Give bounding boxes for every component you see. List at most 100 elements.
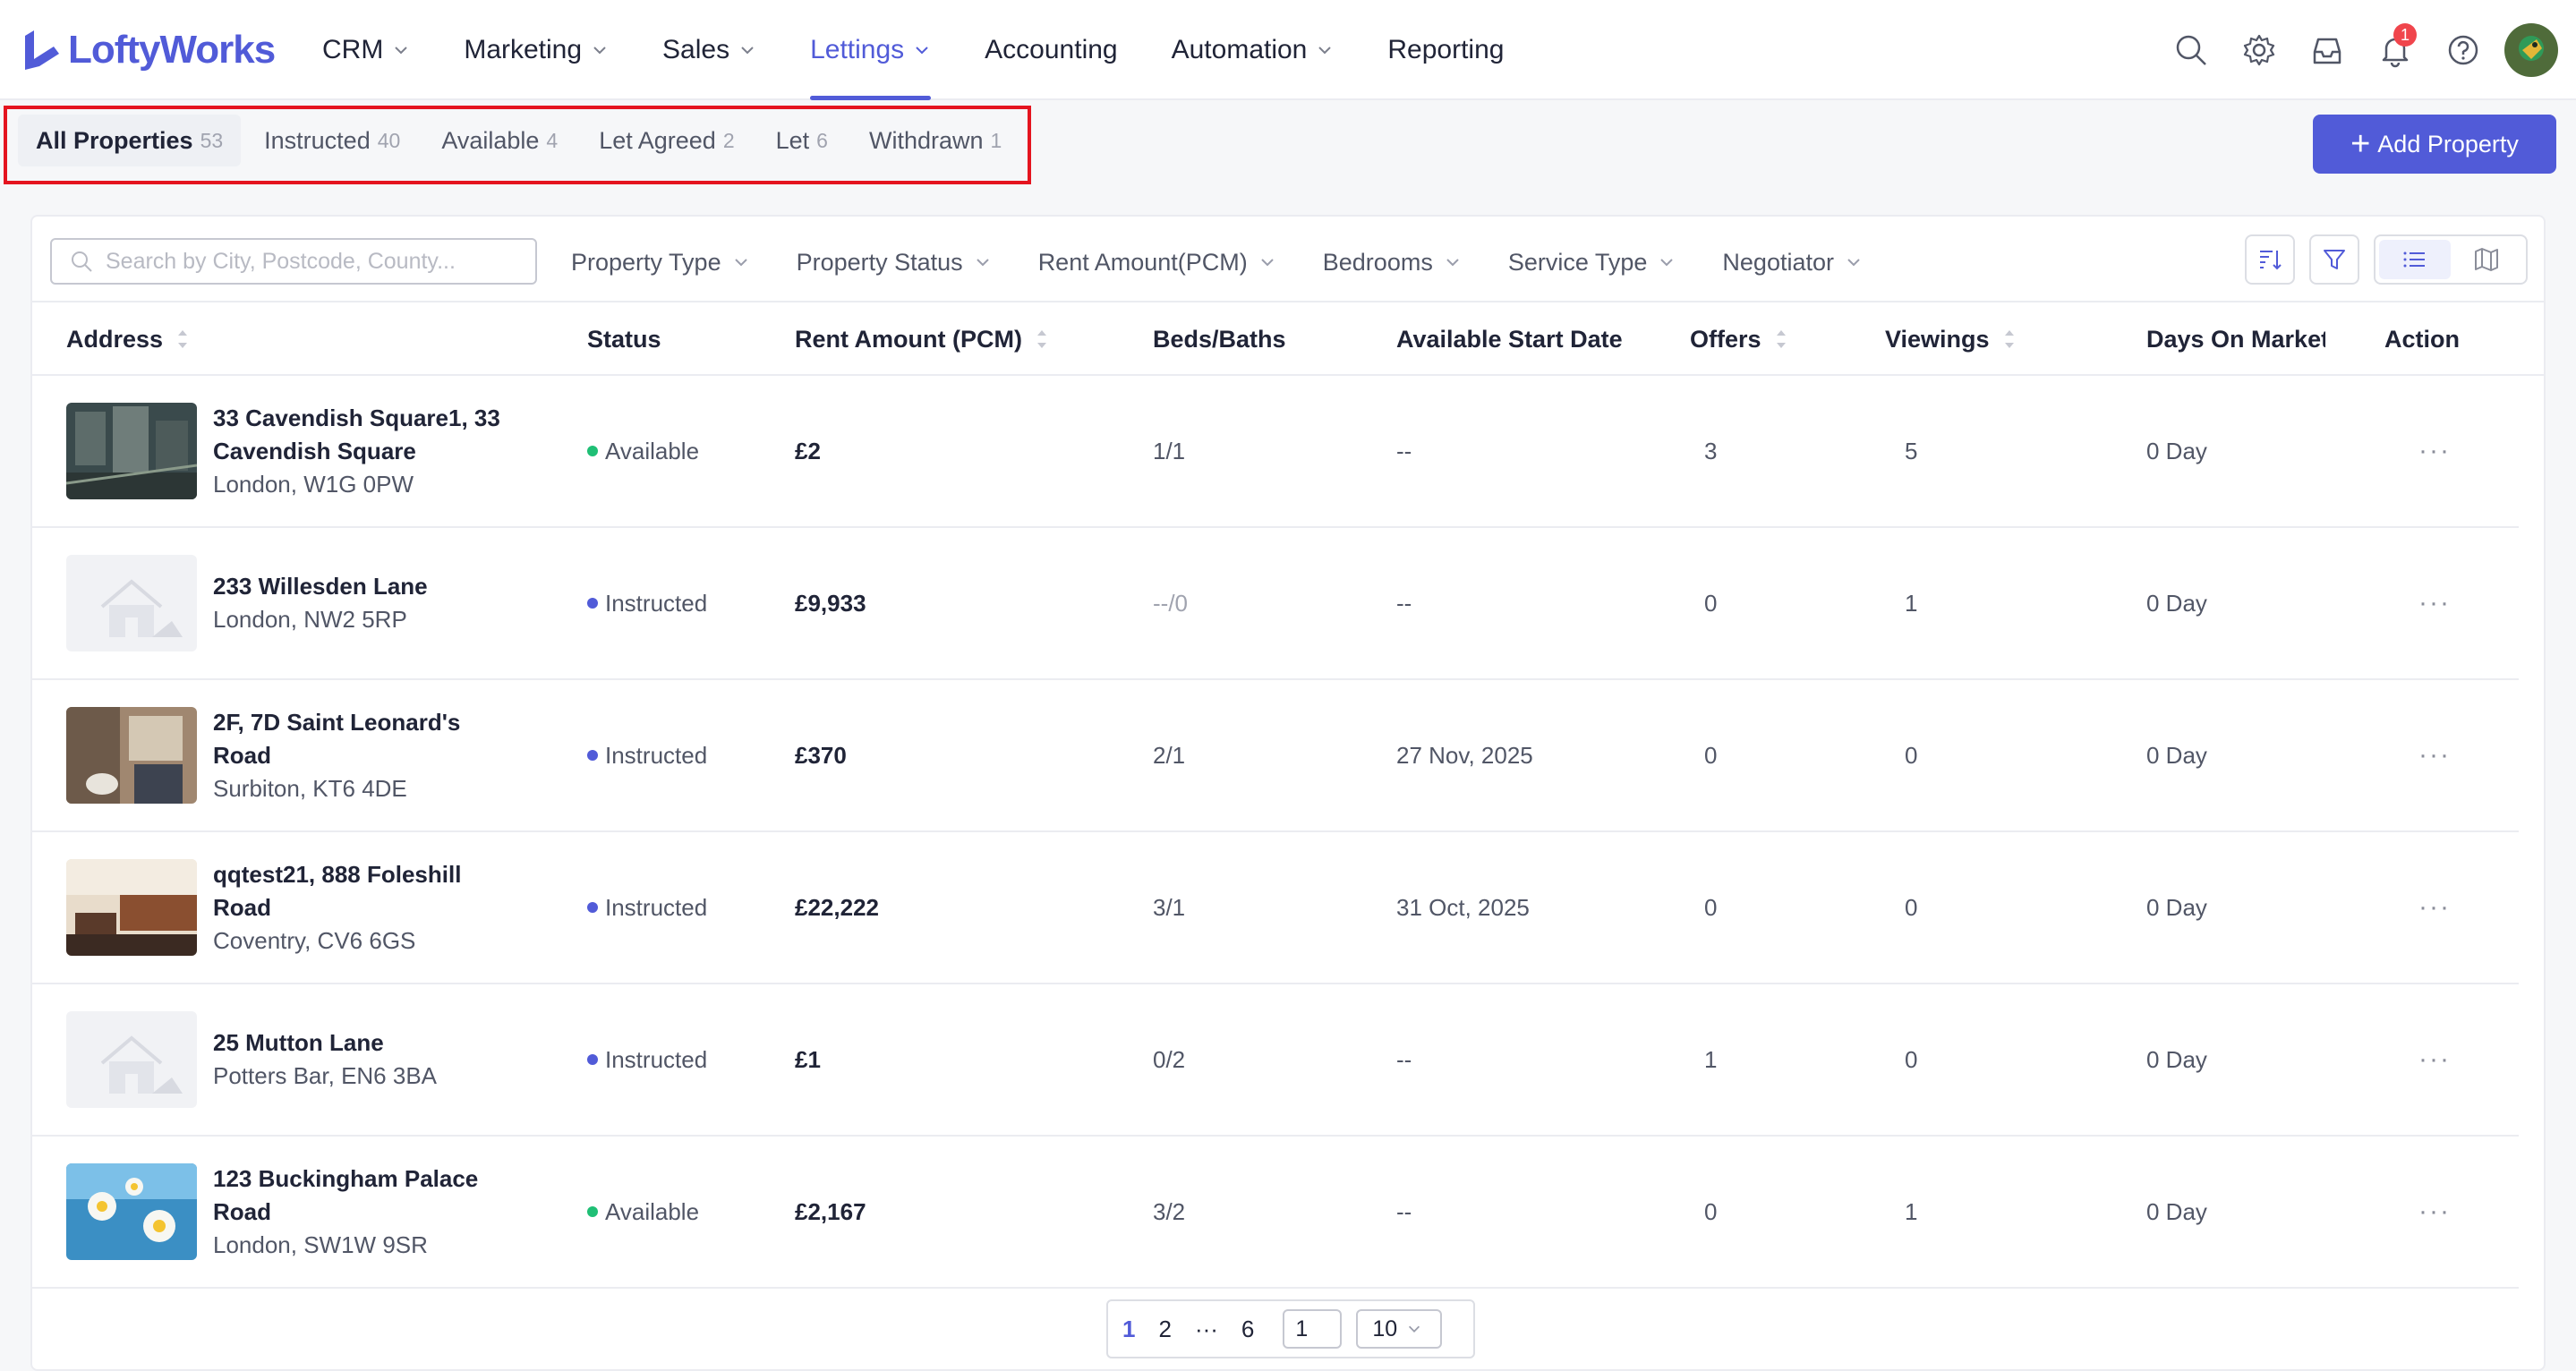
tab-count: 2 bbox=[722, 128, 735, 152]
page-size-select[interactable]: 10 bbox=[1356, 1309, 1443, 1349]
page-ellipsis[interactable]: ··· bbox=[1194, 1315, 1218, 1342]
filter-bedrooms[interactable]: Bedrooms bbox=[1323, 249, 1462, 277]
avatar[interactable] bbox=[2504, 23, 2558, 77]
property-address[interactable]: 33 Cavendish Square1, 33 Cavendish Squar… bbox=[213, 376, 535, 526]
table-row[interactable]: 233 Willesden Lane London, NW2 5RP Instr… bbox=[32, 528, 2519, 680]
table-row[interactable]: qqtest21, 888 Foleshill Road Coventry, C… bbox=[32, 832, 2519, 984]
nav-accounting[interactable]: Accounting bbox=[985, 0, 1117, 100]
address-city: Coventry, CV6 6GS bbox=[213, 926, 416, 954]
search-icon[interactable] bbox=[2164, 23, 2218, 77]
chevron-down-icon bbox=[1847, 259, 1860, 267]
filter-label: Negotiator bbox=[1722, 248, 1834, 276]
tab-count: 6 bbox=[816, 128, 828, 152]
filter-property-status[interactable]: Property Status bbox=[797, 249, 992, 277]
property-address[interactable]: qqtest21, 888 Foleshill Road Coventry, C… bbox=[213, 832, 535, 983]
tab-instructed[interactable]: Instructed 40 bbox=[246, 115, 418, 166]
properties-panel: Property Type Property Status Rent Amoun… bbox=[30, 215, 2546, 1371]
more-actions-button[interactable]: ··· bbox=[2418, 892, 2451, 922]
map-view-button[interactable] bbox=[2451, 240, 2522, 279]
start-date: -- bbox=[1396, 589, 1412, 617]
property-address[interactable]: 25 Mutton Lane Potters Bar, EN6 3BA bbox=[213, 984, 535, 1135]
property-thumbnail[interactable] bbox=[66, 707, 197, 804]
tab-let-agreed[interactable]: Let Agreed 2 bbox=[581, 115, 752, 166]
tab-let[interactable]: Let 6 bbox=[758, 115, 846, 166]
start-date: -- bbox=[1396, 1197, 1412, 1225]
nav-crm-label: CRM bbox=[322, 35, 384, 64]
more-actions-button[interactable]: ··· bbox=[2418, 588, 2451, 617]
filter-button[interactable] bbox=[2309, 234, 2359, 285]
nav-marketing[interactable]: Marketing bbox=[464, 0, 609, 100]
status-text: Instructed bbox=[605, 741, 708, 769]
bell-icon[interactable]: 1 bbox=[2368, 23, 2422, 77]
search-input[interactable] bbox=[106, 248, 499, 275]
status-dot bbox=[587, 902, 598, 913]
page-1[interactable]: 1 bbox=[1122, 1315, 1136, 1342]
property-thumbnail[interactable] bbox=[66, 1163, 197, 1260]
gear-icon[interactable] bbox=[2232, 23, 2286, 77]
property-address[interactable]: 2F, 7D Saint Leonard's Road Surbiton, KT… bbox=[213, 680, 535, 830]
table-row[interactable]: 33 Cavendish Square1, 33 Cavendish Squar… bbox=[32, 376, 2519, 528]
col-label: Address bbox=[66, 325, 164, 353]
nav-lettings[interactable]: Lettings bbox=[810, 0, 932, 100]
property-thumbnail[interactable] bbox=[66, 555, 197, 651]
property-thumbnail[interactable] bbox=[66, 403, 197, 499]
sort-button[interactable] bbox=[2245, 234, 2295, 285]
filter-property-type[interactable]: Property Type bbox=[571, 249, 750, 277]
nav-automation[interactable]: Automation bbox=[1172, 0, 1335, 100]
list-view-button[interactable] bbox=[2379, 240, 2451, 279]
filter-rent-amount[interactable]: Rent Amount(PCM) bbox=[1038, 249, 1276, 277]
property-thumbnail[interactable] bbox=[66, 1011, 197, 1108]
nav-crm[interactable]: CRM bbox=[322, 0, 410, 100]
table-row[interactable]: 25 Mutton Lane Potters Bar, EN6 3BA Inst… bbox=[32, 984, 2519, 1137]
status-badge: Instructed bbox=[587, 528, 707, 678]
beds-baths: --/0 bbox=[1153, 589, 1188, 617]
col-address[interactable]: Address bbox=[66, 302, 190, 376]
table-row[interactable]: 123 Buckingham Palace Road London, SW1W … bbox=[32, 1137, 2519, 1289]
tab-label: All Properties bbox=[36, 126, 193, 154]
property-address[interactable]: 233 Willesden Lane London, NW2 5RP bbox=[213, 528, 535, 678]
nav-sales[interactable]: Sales bbox=[662, 0, 756, 100]
col-offers[interactable]: Offers bbox=[1690, 302, 1788, 376]
col-rent[interactable]: Rent Amount (PCM) bbox=[795, 302, 1049, 376]
chevron-down-icon bbox=[976, 259, 989, 267]
tab-available[interactable]: Available 4 bbox=[423, 115, 576, 166]
offers-count: 1 bbox=[1704, 1045, 1718, 1073]
table-tools bbox=[2231, 234, 2528, 285]
tab-all-properties[interactable]: All Properties 53 bbox=[18, 115, 242, 166]
page-jump-input[interactable]: 1 bbox=[1283, 1309, 1343, 1349]
tab-count: 1 bbox=[990, 128, 1002, 152]
property-thumbnail[interactable] bbox=[66, 859, 197, 956]
property-address[interactable]: 123 Buckingham Palace Road London, SW1W … bbox=[213, 1137, 535, 1287]
more-actions-button[interactable]: ··· bbox=[2418, 1044, 2451, 1074]
beds-baths: 1/1 bbox=[1153, 437, 1186, 464]
status-badge: Available bbox=[587, 1137, 699, 1287]
days-on-market: 0 Day bbox=[2146, 893, 2207, 921]
table-header: Address Status Rent Amount (PCM) Beds/Ba… bbox=[32, 302, 2544, 376]
chevron-down-icon bbox=[395, 47, 408, 55]
tab-withdrawn[interactable]: Withdrawn 1 bbox=[851, 115, 1019, 166]
col-viewings[interactable]: Viewings bbox=[1885, 302, 2017, 376]
more-actions-button[interactable]: ··· bbox=[2418, 436, 2451, 465]
col-label: Viewings bbox=[1885, 325, 1990, 353]
page-2[interactable]: 2 bbox=[1158, 1315, 1172, 1342]
nav-reporting-label: Reporting bbox=[1387, 35, 1505, 64]
more-actions-button[interactable]: ··· bbox=[2418, 1196, 2451, 1226]
tab-count: 53 bbox=[200, 128, 224, 152]
help-icon[interactable] bbox=[2436, 23, 2490, 77]
inbox-icon[interactable] bbox=[2300, 23, 2354, 77]
address-line: Road bbox=[213, 741, 271, 769]
beds-baths: 0/2 bbox=[1153, 1045, 1186, 1073]
chevron-down-icon bbox=[1318, 47, 1332, 55]
filter-negotiator[interactable]: Negotiator bbox=[1722, 249, 1863, 277]
nav-reporting[interactable]: Reporting bbox=[1387, 0, 1504, 100]
filter-service-type[interactable]: Service Type bbox=[1508, 249, 1676, 277]
logo-icon bbox=[25, 30, 59, 70]
offers-count: 0 bbox=[1704, 589, 1718, 617]
table-row[interactable]: 2F, 7D Saint Leonard's Road Surbiton, KT… bbox=[32, 680, 2519, 832]
add-property-button[interactable]: + Add Property bbox=[2313, 115, 2556, 174]
address-city: Surbiton, KT6 4DE bbox=[213, 774, 407, 802]
logo[interactable]: LoftyWorks bbox=[21, 27, 276, 73]
more-actions-button[interactable]: ··· bbox=[2418, 740, 2451, 770]
filter-label: Bedrooms bbox=[1322, 248, 1433, 276]
page-6[interactable]: 6 bbox=[1241, 1315, 1255, 1342]
